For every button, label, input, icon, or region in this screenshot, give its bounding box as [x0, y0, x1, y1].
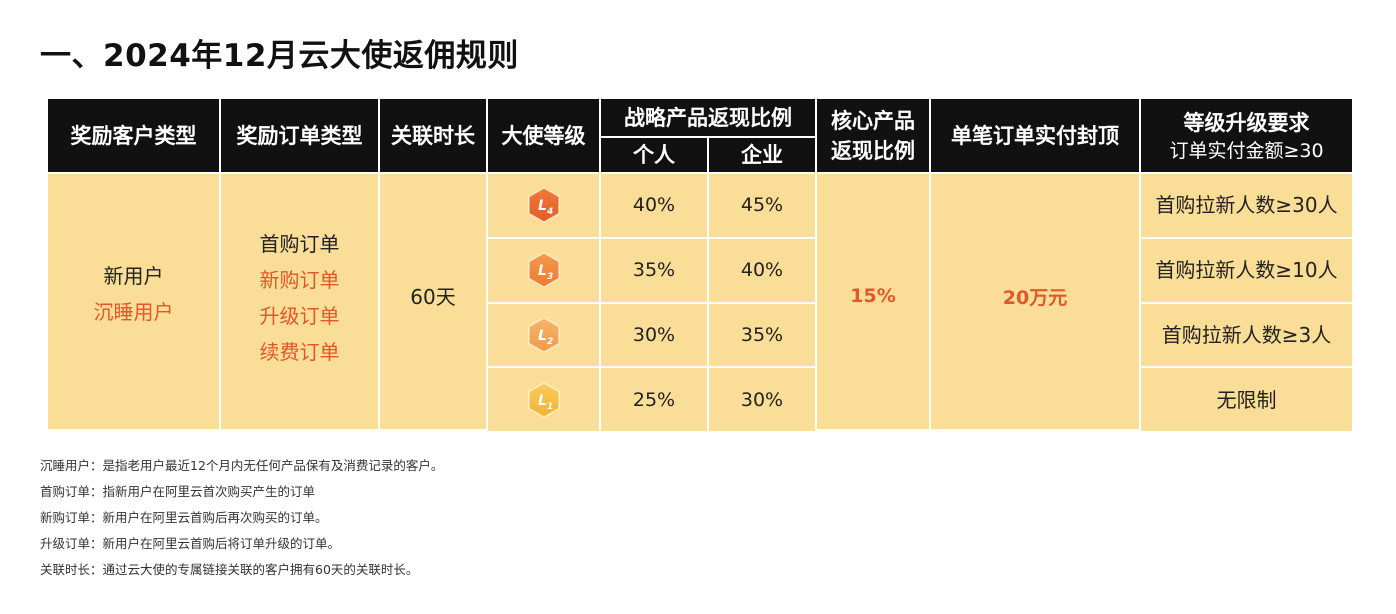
- badge-shape: [527, 187, 560, 224]
- badge-number: 1: [547, 402, 553, 412]
- header-text: 奖励客户类型: [70, 123, 197, 148]
- header-text: 战略产品返现比例: [624, 105, 792, 130]
- badge-shape: [527, 317, 560, 353]
- duration: 60天: [410, 284, 456, 309]
- order-type: 新购订单: [259, 267, 340, 292]
- personal-rate: 30%: [601, 303, 707, 367]
- badge-letter: L: [538, 328, 547, 344]
- page-title: 一、2024年12月云大使返佣规则: [40, 38, 519, 74]
- header-text: 返现比例: [831, 138, 915, 163]
- header-cell: 个人: [601, 138, 707, 172]
- upgrade-requirement-text: 无限制: [1216, 387, 1277, 412]
- personal-rate-text: 35%: [632, 259, 676, 282]
- header-text: 等级升级要求: [1183, 110, 1310, 135]
- cap: 20万元: [1002, 286, 1068, 309]
- personal-rate: 25%: [601, 368, 707, 431]
- order-cell: 首购订单 新购订单 升级订单 续费订单: [221, 174, 378, 429]
- cap-cell: 20万元: [931, 174, 1139, 429]
- note: 沉睡用户：是指老用户最近12个月内无任何产品保有及消费记录的客户。: [40, 458, 444, 473]
- header-cell: 战略产品返现比例: [601, 99, 815, 136]
- badge-number: 4: [546, 207, 553, 217]
- personal-rate-text: 40%: [632, 194, 676, 217]
- enterprise-rate: 30%: [709, 368, 815, 431]
- badge-shape: [527, 381, 560, 418]
- enterprise-rate: 40%: [709, 238, 815, 302]
- header-cell: 奖励订单类型: [221, 99, 378, 172]
- header-cell: 大使等级: [488, 99, 599, 172]
- upgrade-requirement: 首购拉新人数≥10人: [1141, 238, 1352, 302]
- header-text: 关联时长: [391, 123, 475, 148]
- core-rate: 15%: [850, 284, 896, 307]
- header-subtext: 订单实付金额≥30: [1169, 139, 1324, 162]
- enterprise-rate-text: 40%: [740, 259, 784, 282]
- badge-shape: [527, 252, 560, 288]
- header-cell: 单笔订单实付封顶: [931, 99, 1139, 172]
- enterprise-rate-text: 45%: [740, 194, 784, 217]
- enterprise-rate: 45%: [709, 174, 815, 237]
- note: 升级订单：新用户在阿里云首购后将订单升级的订单。: [40, 536, 341, 551]
- enterprise-rate: 35%: [709, 303, 815, 367]
- duration-cell: 60天: [380, 174, 486, 429]
- customer-type: 新用户: [103, 263, 164, 288]
- header-text: 单笔订单实付封顶: [951, 123, 1119, 148]
- badge-letter: L: [538, 263, 547, 279]
- personal-rate-text: 25%: [632, 388, 676, 411]
- core-cell: 15%: [817, 174, 929, 429]
- order-type: 首购订单: [259, 231, 340, 256]
- header-text: 个人: [633, 143, 675, 167]
- order-type: 续费订单: [259, 339, 340, 364]
- header-text: 奖励订单类型: [236, 123, 363, 148]
- personal-rate: 35%: [601, 238, 707, 302]
- enterprise-rate-text: 30%: [740, 388, 784, 411]
- header-cell: 等级升级要求 订单实付金额≥30: [1141, 99, 1352, 172]
- header-cell: 核心产品 返现比例: [817, 99, 929, 172]
- badge-letter: L: [538, 198, 547, 214]
- upgrade-requirement-text: 首购拉新人数≥10人: [1155, 258, 1338, 283]
- header-text: 企业: [741, 143, 783, 167]
- upgrade-requirement: 无限制: [1141, 368, 1352, 431]
- badge-number: 3: [547, 272, 553, 282]
- header-cell: 关联时长: [380, 99, 486, 172]
- header-cell: 企业: [709, 138, 815, 172]
- header-text: 大使等级: [501, 123, 586, 148]
- upgrade-requirement-text: 首购拉新人数≥3人: [1161, 322, 1332, 347]
- upgrade-requirement: 首购拉新人数≥30人: [1141, 174, 1352, 237]
- personal-rate: 40%: [601, 174, 707, 237]
- header-cell: 奖励客户类型: [48, 99, 219, 172]
- badge-letter: L: [538, 393, 547, 409]
- order-type: 升级订单: [259, 303, 340, 328]
- note: 新购订单：新用户在阿里云首购后再次购买的订单。: [40, 510, 328, 525]
- personal-rate-text: 30%: [632, 323, 676, 346]
- note: 关联时长：通过云大使的专属链接关联的客户拥有60天的关联时长。: [40, 562, 419, 577]
- header-text: 核心产品: [831, 108, 915, 133]
- upgrade-requirement: 首购拉新人数≥3人: [1141, 303, 1352, 367]
- customer-type: 沉睡用户: [93, 299, 174, 324]
- note: 首购订单：指新用户在阿里云首次购买产生的订单: [40, 484, 316, 499]
- badge-number: 2: [547, 337, 553, 347]
- customer-cell: 新用户 沉睡用户: [48, 174, 219, 429]
- notes: 沉睡用户：是指老用户最近12个月内无任何产品保有及消费记录的客户。 首购订单：指…: [40, 456, 443, 586]
- enterprise-rate-text: 35%: [740, 323, 784, 346]
- rules-table: 奖励客户类型 奖励订单类型 关联时长 大使等级 战略产品返现比例 个人 企业 核…: [47, 98, 1353, 431]
- upgrade-requirement-text: 首购拉新人数≥30人: [1155, 193, 1338, 218]
